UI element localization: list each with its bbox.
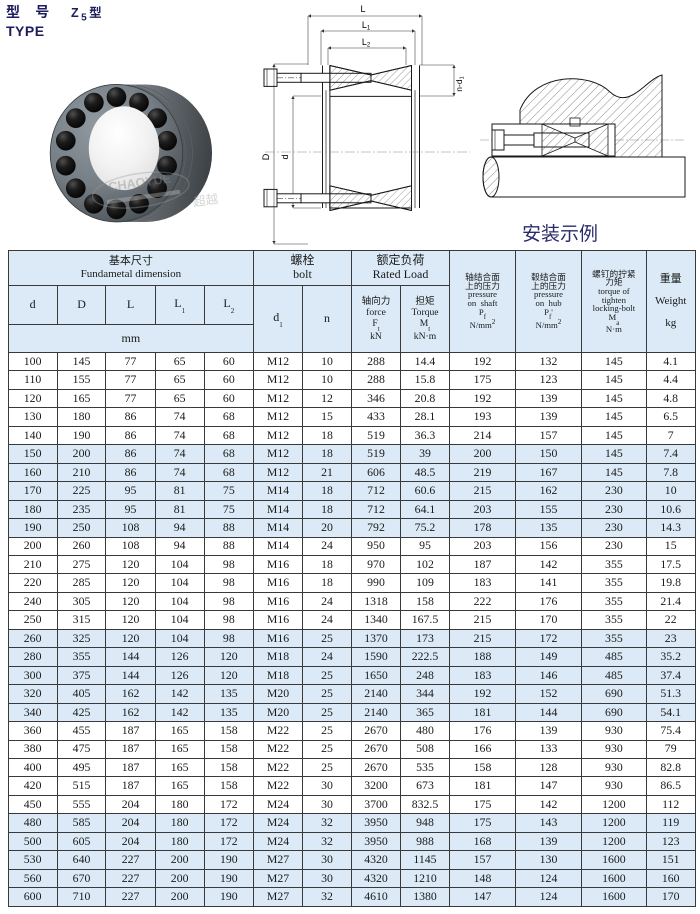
- svg-text:超越: 超越: [192, 192, 219, 209]
- svg-text:d: d: [280, 154, 290, 159]
- svg-text:L: L: [360, 4, 365, 14]
- svg-text:安装示例: 安装示例: [522, 223, 598, 245]
- svg-text:D: D: [261, 153, 271, 160]
- svg-text:n-d1: n-d1: [454, 76, 466, 91]
- svg-text:L1: L1: [362, 20, 371, 32]
- svg-text:L2: L2: [362, 37, 371, 49]
